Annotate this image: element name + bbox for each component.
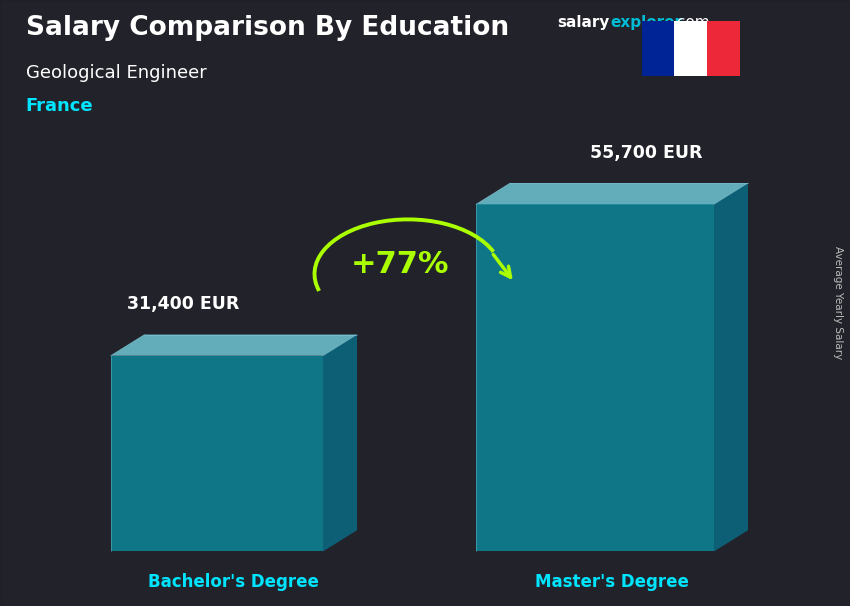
- Polygon shape: [476, 183, 748, 204]
- Text: 31,400 EUR: 31,400 EUR: [127, 295, 239, 313]
- Text: Geological Engineer: Geological Engineer: [26, 64, 207, 82]
- Text: Bachelor's Degree: Bachelor's Degree: [148, 573, 320, 591]
- Text: .com: .com: [672, 15, 710, 30]
- Polygon shape: [323, 335, 357, 551]
- Text: salary: salary: [557, 15, 609, 30]
- Bar: [674, 21, 707, 76]
- Text: +77%: +77%: [350, 250, 449, 279]
- Text: Master's Degree: Master's Degree: [535, 573, 689, 591]
- Polygon shape: [110, 335, 357, 356]
- Text: France: France: [26, 97, 94, 115]
- Text: explorer: explorer: [610, 15, 683, 30]
- Polygon shape: [714, 183, 748, 551]
- Text: 55,700 EUR: 55,700 EUR: [590, 144, 702, 162]
- Text: Average Yearly Salary: Average Yearly Salary: [833, 247, 843, 359]
- Polygon shape: [110, 356, 323, 551]
- Bar: [642, 21, 674, 76]
- Bar: [707, 21, 740, 76]
- Text: Salary Comparison By Education: Salary Comparison By Education: [26, 15, 508, 41]
- Polygon shape: [476, 204, 714, 551]
